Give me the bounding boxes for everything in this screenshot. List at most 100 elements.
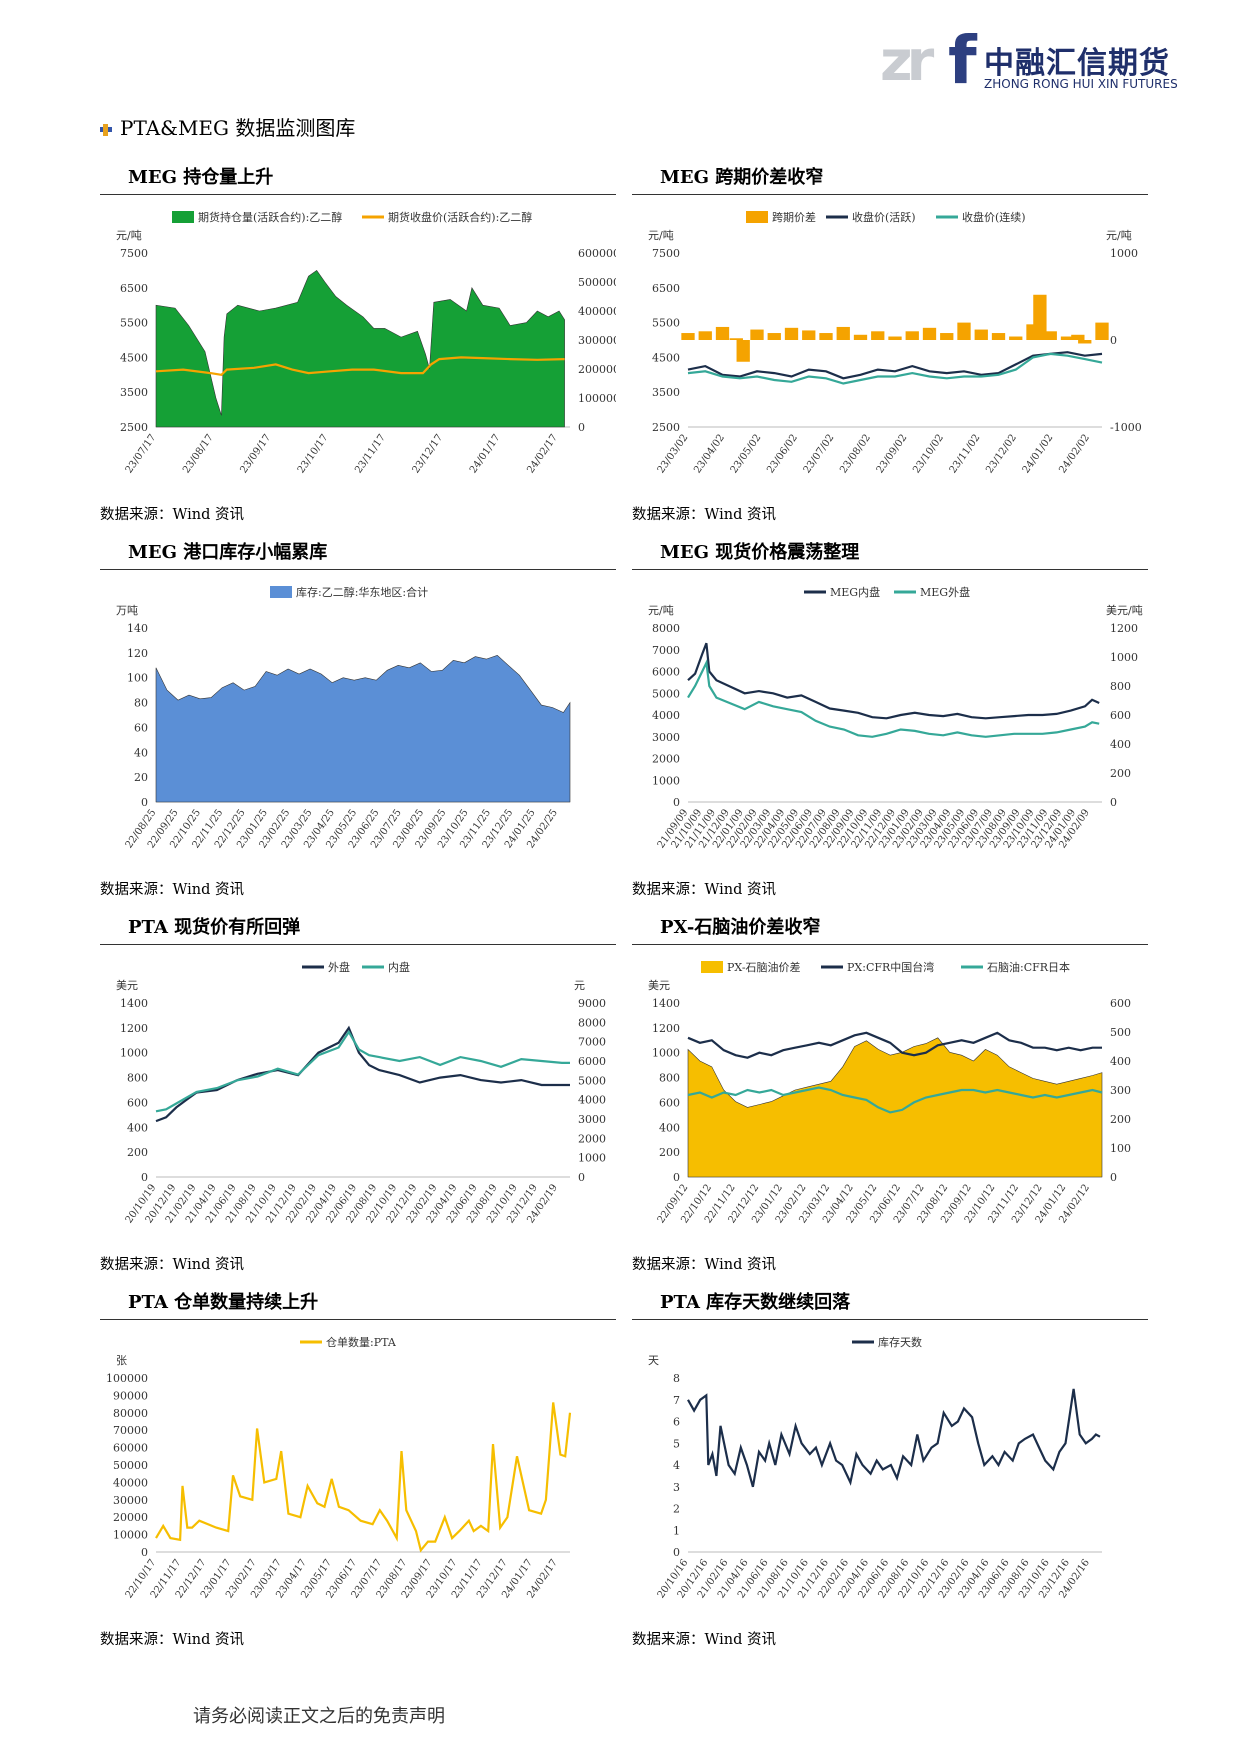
x-tick-label: 23/11/17 [353, 432, 388, 475]
y-tick-label-left: 4000 [652, 709, 680, 722]
y-tick-label-left: 5500 [652, 317, 680, 330]
y-tick-label-left: 2500 [120, 421, 148, 434]
legend-label: 收盘价(活跃) [852, 210, 916, 224]
y-tick-label-left: 60000 [113, 1442, 148, 1455]
title-divider [100, 944, 616, 945]
y-tick-label-left: 7500 [652, 247, 680, 260]
title-divider [632, 1319, 1148, 1320]
series-bar [974, 329, 988, 340]
logo-mark-zr: zr [880, 29, 934, 94]
x-tick-label: 23/11/02 [948, 432, 983, 475]
chart-title: MEG 港口库存小幅累库 [128, 542, 328, 563]
y-tick-label-right: 500 [1110, 1026, 1131, 1039]
series-bar [905, 331, 919, 340]
y-tick-label-right: 0 [1110, 796, 1117, 809]
series-bar [698, 331, 712, 340]
y-tick-label-left: 80000 [113, 1407, 148, 1420]
series-bar [736, 340, 750, 362]
legend-swatch [270, 586, 292, 598]
chart-title: PX-石脑油价差收窄 [660, 917, 821, 938]
series-bar [991, 333, 1006, 340]
y-tick-label-left: 40000 [113, 1476, 148, 1489]
series-bar [871, 331, 885, 340]
data-source-note: 数据来源：Wind 资讯 [632, 882, 777, 898]
y-axis-unit-right: 美元/吨 [1106, 604, 1143, 617]
chart-svg: 库存天数天01234567820/10/1620/12/1621/02/1621… [648, 1335, 1102, 1601]
y-tick-label-left: 3 [673, 1481, 680, 1494]
data-source-note: 数据来源：Wind 资讯 [100, 882, 245, 898]
company-logo: zr f 中融汇信期货 ZHONG RONG HUI XIN FUTURES [880, 28, 1178, 98]
x-tick-label: 23/12/02 [984, 432, 1019, 475]
data-source-note: 数据来源：Wind 资讯 [100, 1632, 245, 1648]
y-tick-label-left: 3000 [652, 731, 680, 744]
legend-label: 外盘 [328, 960, 350, 974]
y-tick-label-left: 10000 [113, 1529, 148, 1542]
series-area [155, 269, 565, 428]
y-tick-label-left: 80 [134, 697, 148, 710]
chart-title: MEG 现货价格震荡整理 [660, 542, 860, 563]
y-tick-label-left: 6 [673, 1416, 680, 1429]
y-tick-label-left: 5000 [652, 687, 680, 700]
y-tick-label-left: 140 [127, 622, 148, 635]
y-axis-unit-left: 美元 [648, 979, 670, 992]
chart-panel: MEG 现货价格震荡整理 MEG内盘 MEG外盘 元/吨 美元/吨 0 1000 2000 30… [632, 538, 1152, 902]
y-tick-label-left: 4500 [652, 351, 680, 364]
y-tick-label-left: 1000 [652, 774, 680, 787]
chart-panel: PTA 库存天数继续回落 库存天数天 0 1 2 3 4 5 6 7 8 20/10/16 20/12/… [632, 1288, 1152, 1652]
chart-svg: 仓单数量:PTA 张 0 10000 20000 30000 40000 50000 60000… [106, 1335, 572, 1601]
series-bar [1078, 340, 1092, 344]
y-tick-label-right: 200 [1110, 1113, 1131, 1126]
y-tick-label-left: 1 [673, 1524, 680, 1537]
chart-panel: PTA 仓单数量持续上升 仓单数量:PTA 张 0 10000 20000 30000 400… [100, 1288, 620, 1652]
chart-panel: MEG 港口库存小幅累库 库存:乙二醇:华东地区:合计 万吨 0 20 40 60 80 100… [100, 538, 620, 902]
x-tick-label: 23/05/02 [729, 432, 764, 475]
y-tick-label-left: 30000 [113, 1494, 148, 1507]
y-tick-label-left: 200 [127, 1146, 148, 1159]
y-tick-label-left: 0 [673, 1171, 680, 1184]
y-tick-label-left: 5500 [120, 317, 148, 330]
series-line [687, 1031, 1102, 1059]
y-tick-label-left: 800 [127, 1072, 148, 1085]
y-axis-unit-right: 元/吨 [1106, 229, 1132, 242]
y-tick-label-right: 400000 [578, 305, 616, 318]
y-axis-unit-left: 万吨 [116, 604, 138, 617]
y-tick-label-left: 20 [134, 771, 148, 784]
company-name-cn: 中融汇信期货 [984, 46, 1170, 81]
y-tick-label-left: 100000 [106, 1372, 148, 1385]
series-bar [1060, 336, 1075, 340]
y-tick-label-right: 9000 [578, 997, 606, 1010]
y-tick-label-left: 600 [127, 1096, 148, 1109]
y-tick-label-left: 100 [127, 672, 148, 685]
x-tick-label: 23/10/17 [296, 432, 331, 475]
y-tick-label-left: 90000 [113, 1389, 148, 1402]
series-line [687, 351, 1103, 380]
title-divider [632, 569, 1148, 570]
chart-title: PTA 库存天数继续回落 [660, 1292, 851, 1313]
bullet-icon [100, 123, 112, 136]
y-tick-label-left: 0 [141, 1546, 148, 1559]
y-tick-label-left: 2000 [652, 753, 680, 766]
series-bar [802, 330, 816, 340]
y-tick-label-left: 1000 [120, 1047, 148, 1060]
y-tick-label-left: 2 [673, 1503, 680, 1516]
x-tick-label: 24/02/17 [525, 432, 560, 475]
y-tick-label-left: 5 [673, 1437, 680, 1450]
series-line [155, 356, 565, 376]
company-name-en: ZHONG RONG HUI XIN FUTURES [984, 77, 1178, 91]
y-tick-label-right: 3000 [578, 1113, 606, 1126]
series-bar [1009, 336, 1023, 340]
series-bar [784, 327, 799, 340]
chart-panel: MEG 跨期价差收窄 跨期价差 收盘价(活跃) 收盘价(连续) 元/吨 元/吨 2500 35… [632, 163, 1152, 527]
series-bar [681, 333, 695, 340]
x-tick-label: 23/07/17 [124, 432, 159, 475]
y-tick-label-right: 0 [1110, 334, 1117, 347]
y-tick-label-left: 0 [141, 796, 148, 809]
legend-label: 仓单数量:PTA [326, 1335, 397, 1349]
y-tick-label-right: 1200 [1110, 622, 1138, 635]
y-tick-label-right: 100000 [578, 392, 616, 405]
chart-title: MEG 跨期价差收窄 [660, 167, 824, 188]
y-tick-label-right: 600 [1110, 709, 1131, 722]
series-bar [729, 338, 743, 340]
